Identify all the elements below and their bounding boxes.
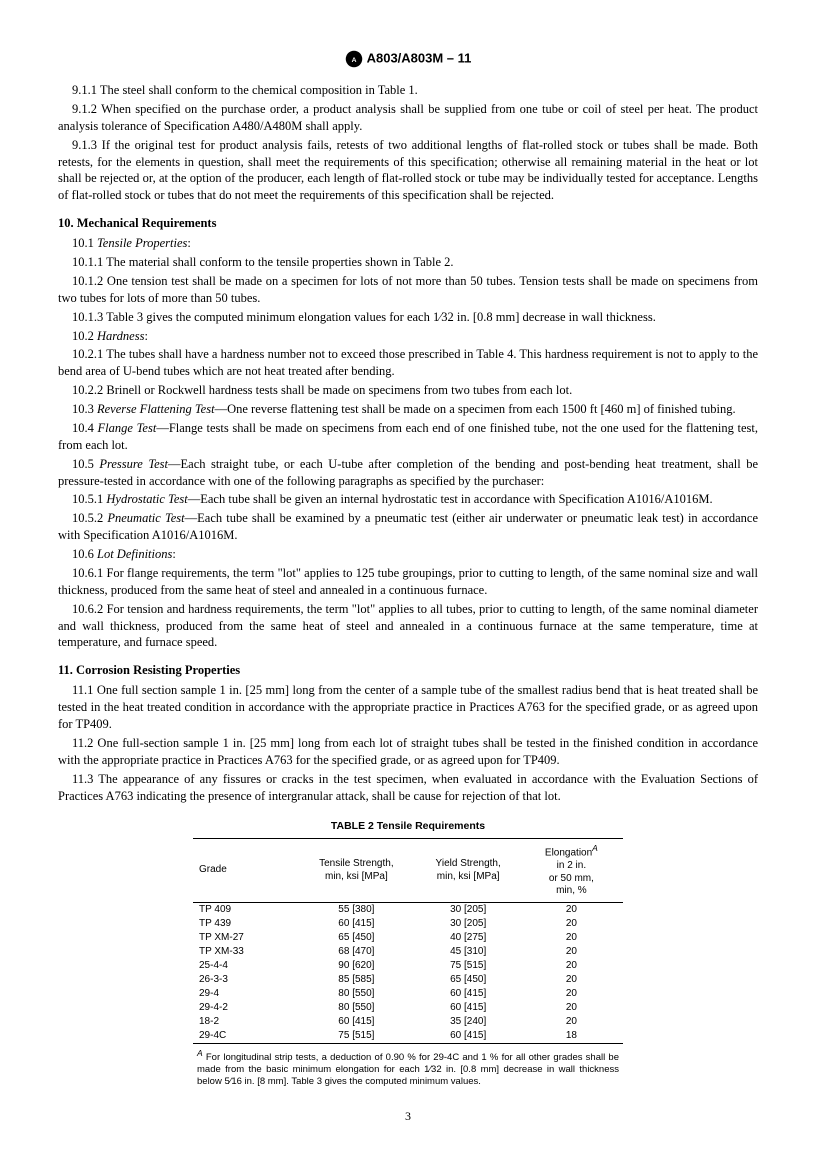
table-col-grade: Grade	[193, 839, 296, 902]
table-cell: 20	[520, 987, 623, 1001]
table-cell: 30 [205]	[417, 917, 520, 931]
clause-11-3: 11.3 The appearance of any fissures or c…	[58, 771, 758, 805]
table-cell: 29-4-2	[193, 1001, 296, 1015]
table-cell: 85 [585]	[296, 973, 416, 987]
section-11-heading: 11. Corrosion Resisting Properties	[58, 663, 758, 678]
table-cell: 75 [515]	[417, 959, 520, 973]
clause-10-1-2: 10.1.2 One tension test shall be made on…	[58, 273, 758, 307]
clause-10-2-2: 10.2.2 Brinell or Rockwell hardness test…	[58, 382, 758, 399]
table-cell: 60 [415]	[417, 987, 520, 1001]
table-row: TP XM-3368 [470]45 [310]20	[193, 945, 623, 959]
clause-10-2-1: 10.2.1 The tubes shall have a hardness n…	[58, 346, 758, 380]
table-cell: 90 [620]	[296, 959, 416, 973]
table-cell: 20	[520, 917, 623, 931]
table-cell: 20	[520, 1015, 623, 1029]
table-cell: 35 [240]	[417, 1015, 520, 1029]
clause-10-5: 10.5 Pressure Test—Each straight tube, o…	[58, 456, 758, 490]
table-cell: 40 [275]	[417, 931, 520, 945]
table-cell: 18	[520, 1029, 623, 1044]
table-cell: 20	[520, 959, 623, 973]
clause-10-6-1: 10.6.1 For flange requirements, the term…	[58, 565, 758, 599]
table-row: 29-4-280 [550]60 [415]20	[193, 1001, 623, 1015]
clause-9-1-2: 9.1.2 When specified on the purchase ord…	[58, 101, 758, 135]
clause-10-2: 10.2 Hardness:	[58, 328, 758, 345]
table-row: 29-4C75 [515]60 [415]18	[193, 1029, 623, 1044]
standard-number: A803/A803M – 11	[367, 50, 472, 65]
table-cell: 60 [415]	[296, 917, 416, 931]
table-cell: 29-4C	[193, 1029, 296, 1044]
clause-9-1-1: 9.1.1 The steel shall conform to the che…	[58, 82, 758, 99]
table-col-yield: Yield Strength, min, ksi [MPa]	[417, 839, 520, 902]
clause-10-3: 10.3 Reverse Flattening Test—One reverse…	[58, 401, 758, 418]
table-cell: 65 [450]	[296, 931, 416, 945]
table-cell: 80 [550]	[296, 987, 416, 1001]
table-cell: 60 [415]	[417, 1029, 520, 1044]
clause-10-5-2: 10.5.2 Pneumatic Test—Each tube shall be…	[58, 510, 758, 544]
page-number: 3	[58, 1109, 758, 1124]
table-row: 25-4-490 [620]75 [515]20	[193, 959, 623, 973]
table-cell: 60 [415]	[296, 1015, 416, 1029]
section-10-heading: 10. Mechanical Requirements	[58, 216, 758, 231]
svg-text:A: A	[351, 57, 356, 64]
astm-logo-icon: A	[345, 50, 363, 68]
table-col-elongation: ElongationAin 2 in. or 50 mm, min, %	[520, 839, 623, 902]
table-col-tensile: Tensile Strength, min, ksi [MPa]	[296, 839, 416, 902]
table-cell: TP XM-27	[193, 931, 296, 945]
clause-10-6-2: 10.6.2 For tension and hardness requirem…	[58, 601, 758, 652]
table-cell: 20	[520, 931, 623, 945]
table-cell: 60 [415]	[417, 1001, 520, 1015]
clause-9-1-3: 9.1.3 If the original test for product a…	[58, 137, 758, 205]
table-row: TP 43960 [415]30 [205]20	[193, 917, 623, 931]
table-cell: TP 409	[193, 902, 296, 917]
table-cell: 20	[520, 945, 623, 959]
table-2-footnote: A For longitudinal strip tests, a deduct…	[193, 1048, 623, 1088]
table-cell: TP 439	[193, 917, 296, 931]
table-cell: 75 [515]	[296, 1029, 416, 1044]
table-row: TP XM-2765 [450]40 [275]20	[193, 931, 623, 945]
clause-10-4: 10.4 Flange Test—Flange tests shall be m…	[58, 420, 758, 454]
table-cell: 26-3-3	[193, 973, 296, 987]
table-cell: 80 [550]	[296, 1001, 416, 1015]
table-2-title: TABLE 2 Tensile Requirements	[193, 820, 623, 832]
table-cell: 68 [470]	[296, 945, 416, 959]
clause-10-6: 10.6 Lot Definitions:	[58, 546, 758, 563]
table-cell: 30 [205]	[417, 902, 520, 917]
table-cell: 65 [450]	[417, 973, 520, 987]
clause-11-2: 11.2 One full-section sample 1 in. [25 m…	[58, 735, 758, 769]
table-2: TABLE 2 Tensile Requirements Grade Tensi…	[193, 820, 623, 1087]
table-row: 26-3-385 [585]65 [450]20	[193, 973, 623, 987]
table-cell: 55 [380]	[296, 902, 416, 917]
page-header: A A803/A803M – 11	[58, 50, 758, 68]
clause-10-5-1: 10.5.1 Hydrostatic Test—Each tube shall …	[58, 491, 758, 508]
clause-11-1: 11.1 One full section sample 1 in. [25 m…	[58, 682, 758, 733]
table-cell: 25-4-4	[193, 959, 296, 973]
table-cell: 18-2	[193, 1015, 296, 1029]
table-cell: TP XM-33	[193, 945, 296, 959]
clause-10-1-3: 10.1.3 Table 3 gives the computed minimu…	[58, 309, 758, 326]
table-cell: 45 [310]	[417, 945, 520, 959]
table-2-grid: Grade Tensile Strength, min, ksi [MPa] Y…	[193, 838, 623, 1043]
table-cell: 20	[520, 973, 623, 987]
table-row: 29-480 [550]60 [415]20	[193, 987, 623, 1001]
table-row: 18-260 [415]35 [240]20	[193, 1015, 623, 1029]
clause-10-1: 10.1 Tensile Properties:	[58, 235, 758, 252]
table-cell: 20	[520, 902, 623, 917]
table-cell: 29-4	[193, 987, 296, 1001]
table-row: TP 40955 [380]30 [205]20	[193, 902, 623, 917]
clause-10-1-1: 10.1.1 The material shall conform to the…	[58, 254, 758, 271]
table-cell: 20	[520, 1001, 623, 1015]
